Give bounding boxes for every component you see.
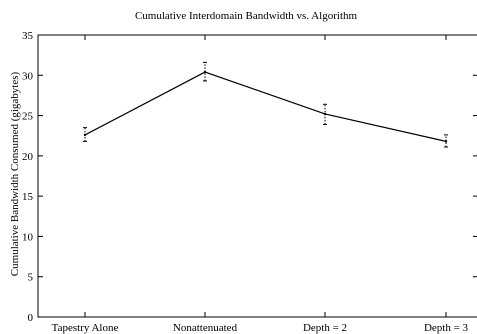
y-tick-label: 30 (22, 70, 34, 82)
plot-frame (37, 34, 477, 318)
y-tick-label: 5 (28, 272, 34, 284)
y-tick-label: 10 (22, 231, 34, 243)
y-tick-label: 20 (22, 151, 34, 163)
y-tick-label: 15 (22, 191, 34, 203)
y-tick-label: 35 (22, 30, 34, 42)
y-axis-ticks: 0 5 10 15 20 25 30 35 (22, 30, 477, 324)
chart-title: Cumulative Interdomain Bandwidth vs. Alg… (135, 10, 358, 22)
data-point (83, 133, 87, 137)
x-axis-ticks: Tapestry Alone Nonattenuated Depth = 2 Dept… (52, 35, 469, 334)
y-axis-label: Cumulative Bandwidth Consumed (gigabytes… (9, 71, 21, 276)
series-line (84, 71, 447, 142)
data-point (203, 70, 207, 74)
y-tick-label: 25 (22, 111, 34, 123)
y-tick-label: 0 (28, 312, 34, 324)
data-point (323, 112, 327, 116)
x-tick-label: Depth = 3 (424, 322, 469, 334)
series-group (83, 61, 448, 148)
x-tick-label: Nonattenuated (173, 322, 238, 334)
x-tick-label: Tapestry Alone (52, 322, 119, 334)
data-point (444, 140, 448, 143)
x-tick-label: Depth = 2 (303, 322, 347, 334)
